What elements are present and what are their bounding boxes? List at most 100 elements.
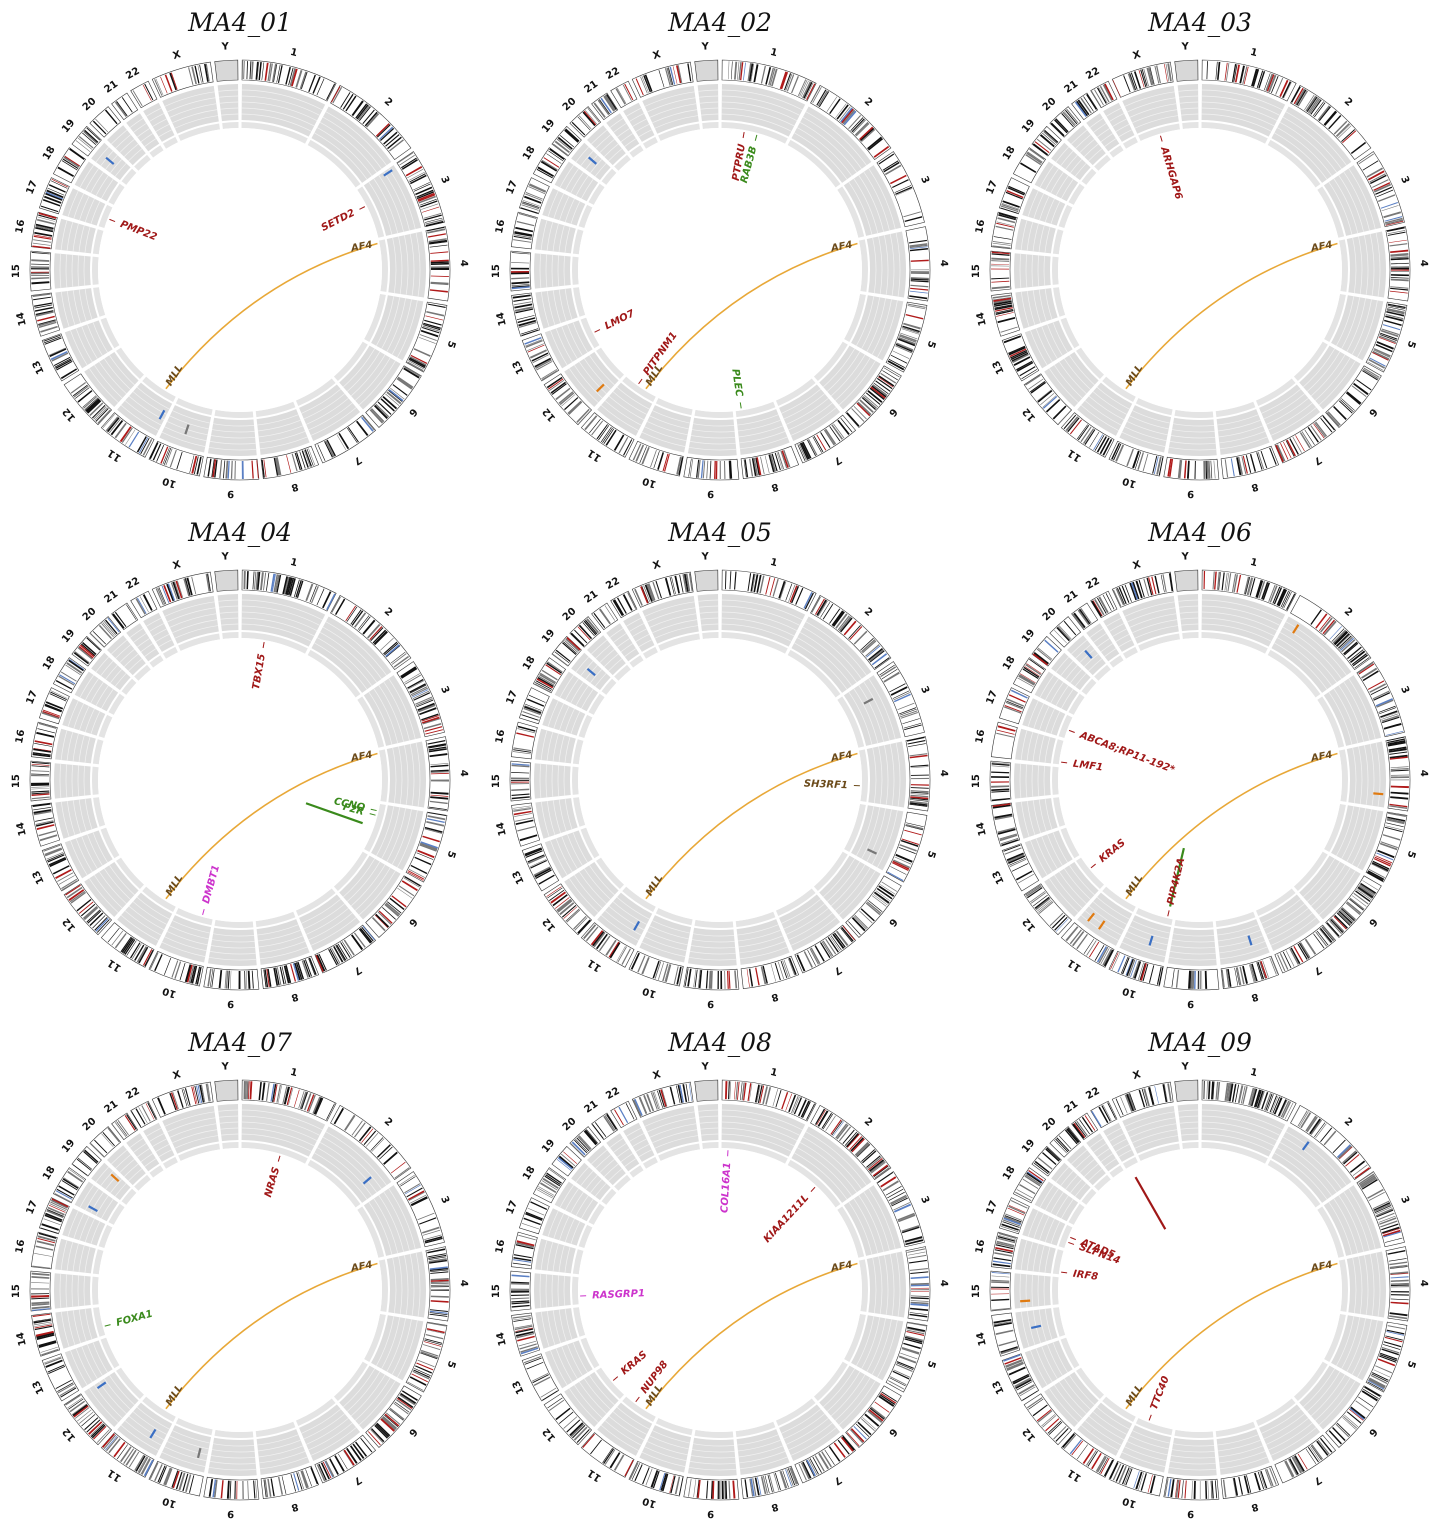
plot-center <box>1058 638 1342 922</box>
chromosome-label: 17 <box>985 179 1000 196</box>
chromosome-label: 11 <box>586 1467 604 1484</box>
inner-track <box>222 632 238 639</box>
chromosome-label: 10 <box>641 475 658 490</box>
inner-track <box>572 1277 579 1305</box>
chromosome-label: 18 <box>521 1165 538 1183</box>
chromosome-label: X <box>652 1069 663 1082</box>
chromosome-label: 5 <box>444 339 457 349</box>
chromosome-label: 4 <box>938 1280 949 1287</box>
inner-track <box>572 257 579 285</box>
circos-plot: 12345678910111213141516171819202122XYMLL… <box>480 540 960 1020</box>
chromosome-ideogram <box>30 251 51 291</box>
chromosome-label: 12 <box>541 1426 558 1444</box>
chromosome-label: 11 <box>106 957 124 974</box>
chromosome-label: 1 <box>769 1067 778 1079</box>
chromosome-label: 21 <box>1063 1099 1081 1116</box>
chromosome-label: 20 <box>1041 96 1059 114</box>
chromosome-label: 9 <box>1187 1508 1194 1519</box>
chromosome-label: 8 <box>770 991 779 1003</box>
chromosome-label: Y <box>1180 41 1190 53</box>
cytoband <box>717 971 718 989</box>
cytoband <box>511 1290 529 1291</box>
chromosome-label: X <box>172 1069 183 1082</box>
chromosome-label: 8 <box>290 1501 299 1513</box>
chromosome-label: 16 <box>14 1239 27 1255</box>
chromosome-label: 21 <box>103 589 121 606</box>
chromosome-label: 20 <box>561 1116 579 1134</box>
chromosome-label: 17 <box>25 179 40 196</box>
cytoband <box>1391 270 1409 271</box>
chromosome-label: 7 <box>1312 1474 1324 1487</box>
inner-track <box>222 122 238 129</box>
chromosome-label: 14 <box>975 1331 989 1347</box>
chromosome-label: 7 <box>352 964 364 977</box>
chromosome-label: 1 <box>289 557 298 569</box>
circos-plot: 12345678910111213141516171819202122XYMLL… <box>960 1050 1439 1530</box>
chromosome-label: 4 <box>938 260 949 267</box>
chromosome-label: 16 <box>974 729 987 745</box>
chromosome-label: 6 <box>406 1426 419 1438</box>
chromosome-label: 8 <box>1250 1501 1259 1513</box>
gene-label: SH3RF1 <box>804 778 848 791</box>
inner-track <box>702 632 718 639</box>
inner-track <box>1052 767 1059 795</box>
cytoband <box>1198 971 1199 989</box>
chromosome-label: 17 <box>25 689 40 706</box>
circos-panel: MA4_081234567891011121314151617181920212… <box>480 1020 960 1530</box>
plot-center <box>578 128 862 412</box>
cytoband <box>1391 776 1409 778</box>
chromosome-label: 5 <box>1404 1359 1417 1369</box>
chromosome-label: 9 <box>1187 488 1194 499</box>
chromosome-label: 14 <box>495 821 509 837</box>
chromosome-label: 18 <box>1001 655 1018 673</box>
cytoband <box>722 1481 724 1499</box>
chromosome-label: 22 <box>124 66 142 82</box>
chromosome-label: 14 <box>15 311 29 327</box>
chromosome-label: 12 <box>1021 1426 1038 1444</box>
chromosome-label: 2 <box>1342 606 1355 619</box>
chromosome-label: 9 <box>1187 998 1194 1009</box>
chromosome-label: 1 <box>1249 1067 1258 1079</box>
chromosome-label: 1 <box>1249 557 1258 569</box>
chromosome-label: 17 <box>505 689 520 706</box>
chromosome-label: 8 <box>290 481 299 493</box>
chromosome-label: 22 <box>124 576 142 592</box>
chromosome-label: 14 <box>495 1331 509 1347</box>
chromosome-label: 9 <box>227 998 234 1009</box>
cytoband <box>511 268 529 270</box>
chromosome-ideogram <box>1175 1080 1198 1101</box>
chromosome-label: 3 <box>1398 685 1411 696</box>
chromosome-label: 11 <box>1066 447 1084 464</box>
chromosome-label: 12 <box>61 1426 78 1444</box>
chromosome-label: 9 <box>707 998 714 1009</box>
chromosome-label: 5 <box>1404 339 1417 349</box>
chromosome-label: 6 <box>1366 406 1379 418</box>
chromosome-label: 4 <box>1418 770 1429 777</box>
chromosome-label: 9 <box>707 1508 714 1519</box>
plot-center <box>1058 1148 1342 1432</box>
chromosome-label: 6 <box>406 916 419 928</box>
cytoband <box>1391 266 1409 268</box>
cytoband <box>991 269 1009 270</box>
inner-track <box>702 122 718 129</box>
chromosome-label: 20 <box>1041 606 1059 624</box>
chromosome-label: 21 <box>103 1099 121 1116</box>
chromosome-label: 19 <box>540 627 557 645</box>
chromosome-label: 13 <box>31 1378 47 1395</box>
chromosome-label: 17 <box>985 689 1000 706</box>
cytoband <box>511 1291 529 1293</box>
cytoband <box>239 971 241 989</box>
circos-plot: 12345678910111213141516171819202122XYMLL… <box>0 30 480 510</box>
chromosome-label: 6 <box>1366 916 1379 928</box>
cytoband <box>911 778 929 779</box>
chromosome-label: 3 <box>438 1195 451 1206</box>
chromosome-ideogram <box>695 60 718 81</box>
chromosome-label: 21 <box>1063 589 1081 606</box>
inner-track <box>92 257 99 285</box>
cytoband <box>1391 268 1409 270</box>
chromosome-label: Y <box>700 41 710 53</box>
circos-plot: 12345678910111213141516171819202122XYMLL… <box>960 30 1439 510</box>
chromosome-label: X <box>652 559 663 572</box>
chromosome-label: 15 <box>11 264 22 278</box>
chromosome-label: 2 <box>382 606 395 619</box>
